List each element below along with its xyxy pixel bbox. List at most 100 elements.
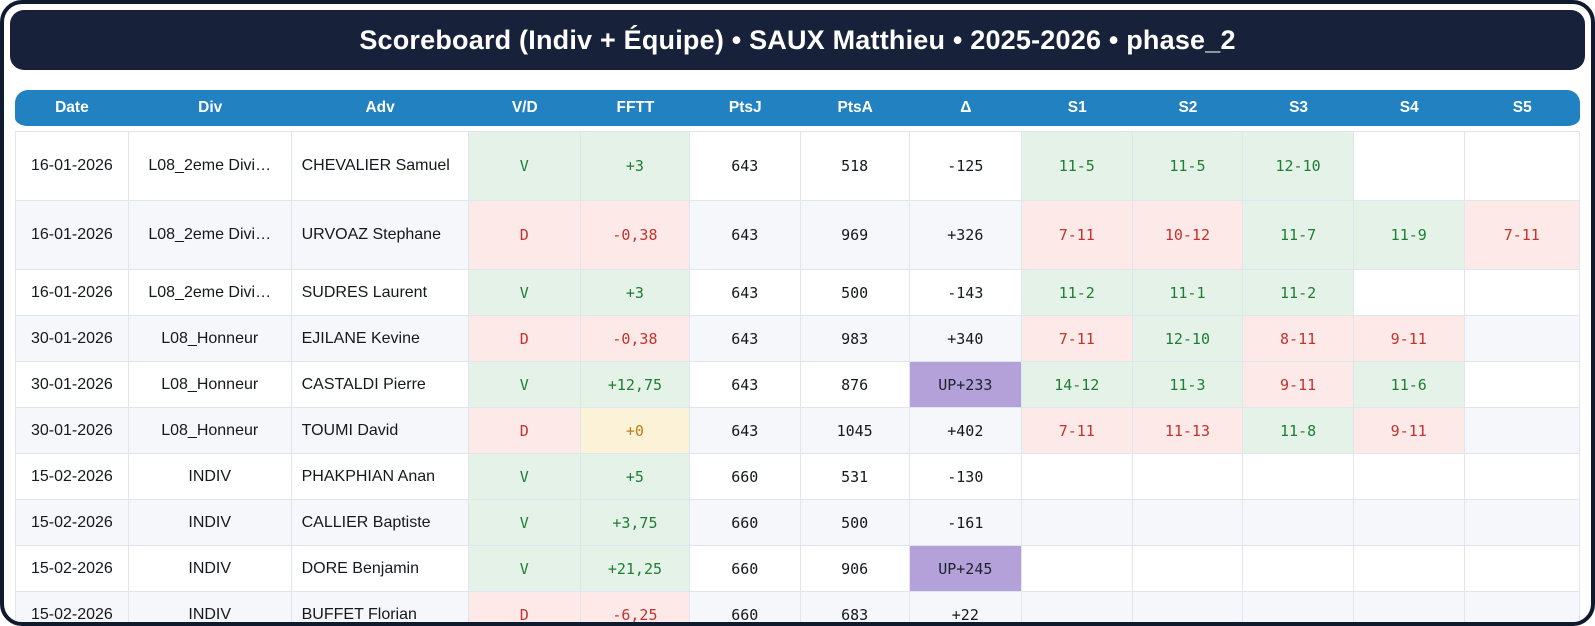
column-header-10: S2 bbox=[1132, 90, 1244, 131]
column-header-13: S5 bbox=[1464, 90, 1580, 131]
cell-set-s4: 11-9 bbox=[1353, 201, 1465, 270]
cell-set-s2: 11-5 bbox=[1132, 131, 1244, 201]
cell-opponent: CALLIER Baptiste bbox=[291, 500, 469, 546]
cell-result: V bbox=[468, 500, 581, 546]
cell-set-s1 bbox=[1021, 500, 1133, 546]
cell-points-player: 643 bbox=[689, 316, 801, 362]
cell-fftt-points: -0,38 bbox=[580, 316, 690, 362]
cell-set-s5 bbox=[1464, 500, 1580, 546]
cell-set-s3 bbox=[1243, 454, 1354, 500]
cell-set-s3: 11-8 bbox=[1243, 408, 1354, 454]
cell-set-s4: 9-11 bbox=[1353, 408, 1465, 454]
cell-points-opponent: 969 bbox=[800, 201, 910, 270]
cell-set-s5 bbox=[1464, 131, 1580, 201]
column-header-5: FFTT bbox=[580, 90, 690, 131]
column-header-8: Δ bbox=[909, 90, 1022, 131]
cell-set-s5 bbox=[1464, 316, 1580, 362]
cell-delta: +402 bbox=[909, 408, 1022, 454]
cell-set-s2 bbox=[1132, 454, 1244, 500]
cell-set-s3: 9-11 bbox=[1243, 362, 1354, 408]
column-header-1: Date bbox=[15, 90, 129, 131]
cell-set-s1: 11-5 bbox=[1021, 131, 1133, 201]
cell-opponent: TOUMI David bbox=[291, 408, 469, 454]
cell-result: V bbox=[468, 454, 581, 500]
cell-set-s2 bbox=[1132, 546, 1244, 592]
cell-division: L08_Honneur bbox=[128, 316, 292, 362]
cell-set-s4 bbox=[1353, 500, 1465, 546]
cell-result: D bbox=[468, 408, 581, 454]
cell-date: 15-02-2026 bbox=[15, 592, 129, 622]
cell-date: 30-01-2026 bbox=[15, 408, 129, 454]
cell-set-s2: 12-10 bbox=[1132, 316, 1244, 362]
cell-delta: -161 bbox=[909, 500, 1022, 546]
cell-set-s3: 8-11 bbox=[1243, 316, 1354, 362]
cell-opponent: BUFFET Florian bbox=[291, 592, 469, 622]
table-body: 16-01-2026 L08_2eme Divi… CHEVALIER Samuel… bbox=[15, 131, 1580, 622]
cell-points-player: 643 bbox=[689, 201, 801, 270]
column-header-7: PtsA bbox=[800, 90, 910, 131]
cell-set-s5 bbox=[1464, 362, 1580, 408]
cell-opponent: PHAKPHIAN Anan bbox=[291, 454, 469, 500]
cell-opponent: DORE Benjamin bbox=[291, 546, 469, 592]
table-row: 30-01-2026 L08_Honneur TOUMI David D +0 643 10… bbox=[15, 408, 1580, 454]
column-header-4: V/D bbox=[468, 90, 581, 131]
cell-set-s3 bbox=[1243, 500, 1354, 546]
cell-set-s5 bbox=[1464, 546, 1580, 592]
cell-fftt-points: +3 bbox=[580, 131, 690, 201]
cell-result: V bbox=[468, 270, 581, 316]
cell-result: D bbox=[468, 316, 581, 362]
cell-division: L08_2eme Divi… bbox=[128, 270, 292, 316]
cell-points-player: 643 bbox=[689, 408, 801, 454]
column-header-12: S4 bbox=[1353, 90, 1465, 131]
cell-set-s5 bbox=[1464, 270, 1580, 316]
cell-division: INDIV bbox=[128, 592, 292, 622]
cell-date: 30-01-2026 bbox=[15, 362, 129, 408]
column-header-6: PtsJ bbox=[689, 90, 801, 131]
cell-set-s4 bbox=[1353, 270, 1465, 316]
cell-points-player: 660 bbox=[689, 546, 801, 592]
cell-delta: +22 bbox=[909, 592, 1022, 622]
cell-points-opponent: 500 bbox=[800, 500, 910, 546]
table-row: 16-01-2026 L08_2eme Divi… URVOAZ Stephane D… bbox=[15, 201, 1580, 270]
cell-points-opponent: 531 bbox=[800, 454, 910, 500]
cell-opponent: CHEVALIER Samuel bbox=[291, 131, 469, 201]
cell-set-s2: 11-1 bbox=[1132, 270, 1244, 316]
cell-points-player: 660 bbox=[689, 592, 801, 622]
cell-set-s3: 11-2 bbox=[1243, 270, 1354, 316]
cell-set-s2 bbox=[1132, 500, 1244, 546]
cell-delta: -143 bbox=[909, 270, 1022, 316]
cell-opponent: EJILANE Kevine bbox=[291, 316, 469, 362]
cell-division: INDIV bbox=[128, 500, 292, 546]
cell-set-s4: 11-6 bbox=[1353, 362, 1465, 408]
cell-set-s3 bbox=[1243, 592, 1354, 622]
cell-set-s3: 11-7 bbox=[1243, 201, 1354, 270]
cell-division: INDIV bbox=[128, 546, 292, 592]
cell-fftt-points: +3 bbox=[580, 270, 690, 316]
cell-set-s2 bbox=[1132, 592, 1244, 622]
cell-result: V bbox=[468, 131, 581, 201]
cell-date: 16-01-2026 bbox=[15, 131, 129, 201]
cell-set-s1: 7-11 bbox=[1021, 201, 1133, 270]
cell-delta: +326 bbox=[909, 201, 1022, 270]
cell-points-opponent: 906 bbox=[800, 546, 910, 592]
cell-points-opponent: 876 bbox=[800, 362, 910, 408]
cell-result: D bbox=[468, 201, 581, 270]
cell-date: 16-01-2026 bbox=[15, 270, 129, 316]
table-row: 16-01-2026 L08_2eme Divi… CHEVALIER Samuel… bbox=[15, 131, 1580, 201]
cell-date: 15-02-2026 bbox=[15, 500, 129, 546]
cell-result: V bbox=[468, 362, 581, 408]
cell-points-player: 660 bbox=[689, 454, 801, 500]
cell-points-opponent: 500 bbox=[800, 270, 910, 316]
cell-division: L08_Honneur bbox=[128, 408, 292, 454]
cell-set-s5: 7-11 bbox=[1464, 201, 1580, 270]
cell-set-s1 bbox=[1021, 454, 1133, 500]
cell-delta: +340 bbox=[909, 316, 1022, 362]
title-bar: Scoreboard (Indiv + Équipe) • SAUX Matth… bbox=[10, 10, 1585, 70]
cell-set-s4 bbox=[1353, 546, 1465, 592]
cell-set-s1: 14-12 bbox=[1021, 362, 1133, 408]
cell-set-s4 bbox=[1353, 454, 1465, 500]
table-row: 15-02-2026 INDIV CALLIER Baptiste V +3,75 660… bbox=[15, 500, 1580, 546]
cell-fftt-points: +0 bbox=[580, 408, 690, 454]
cell-set-s5 bbox=[1464, 592, 1580, 622]
